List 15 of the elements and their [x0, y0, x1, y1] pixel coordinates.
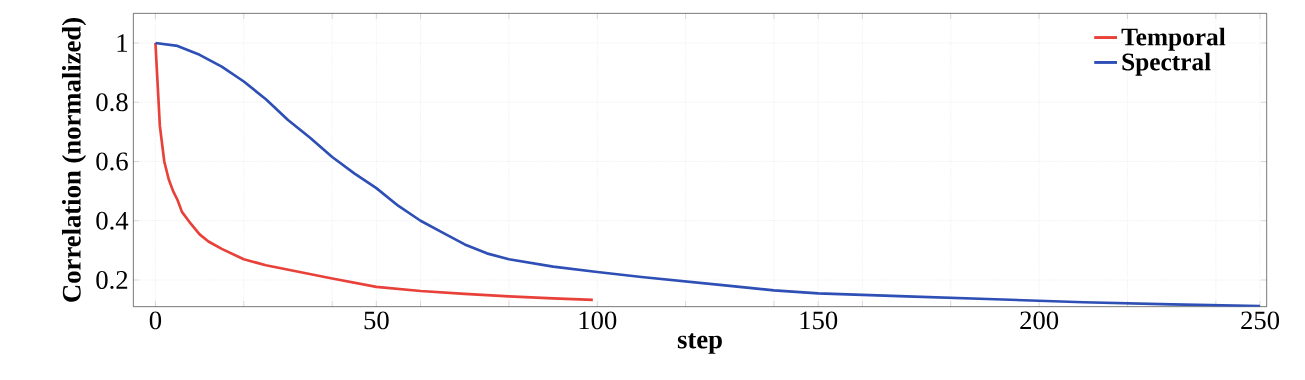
- legend-label: Spectral: [1122, 52, 1211, 76]
- legend-label: Temporal: [1121, 27, 1226, 51]
- x-tick-label: 50: [364, 311, 389, 330]
- y-tick-label: 0.4: [96, 211, 129, 230]
- x-tick-label: 0: [149, 311, 162, 330]
- x-tick-label: 150: [800, 311, 838, 330]
- x-axis-title: step: [677, 333, 722, 354]
- y-tick-label: 0.6: [96, 152, 128, 171]
- y-axis-title: Correlation (normalized): [61, 18, 87, 302]
- y-tick-label: 0.8: [96, 93, 128, 112]
- y-tick-label: 1: [117, 34, 128, 52]
- x-tick-label: 100: [579, 311, 617, 330]
- x-tick-label: 250: [1241, 311, 1280, 330]
- y-tick-label: 0.2: [96, 270, 128, 290]
- x-tick-label: 200: [1020, 311, 1059, 330]
